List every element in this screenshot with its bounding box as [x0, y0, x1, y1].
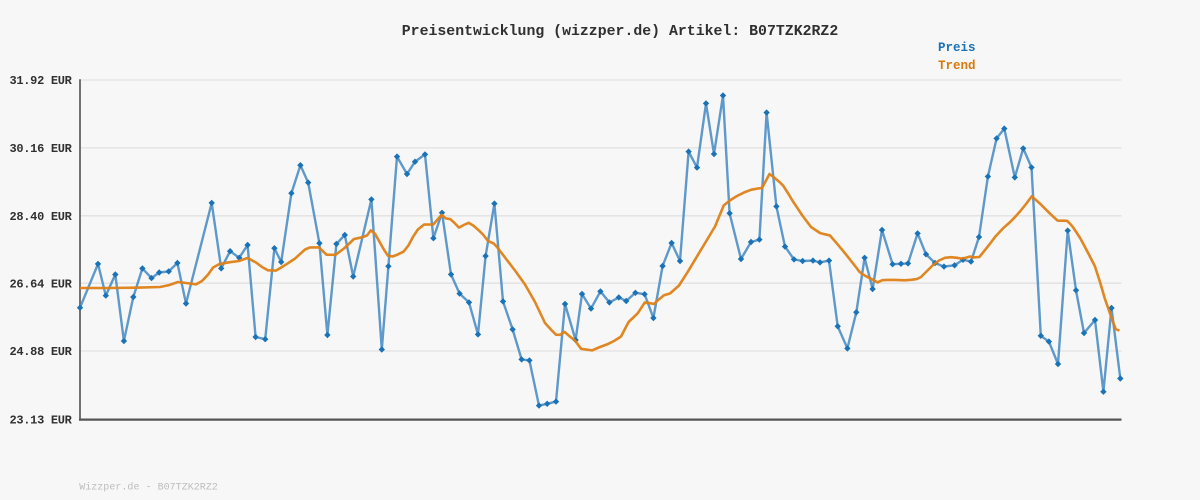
svg-text:Preis: Preis: [938, 41, 976, 55]
svg-text:30.16 EUR: 30.16 EUR: [9, 142, 72, 156]
svg-text:28.40 EUR: 28.40 EUR: [9, 210, 72, 224]
svg-text:31.92 EUR: 31.92 EUR: [9, 74, 72, 88]
svg-text:Preisentwicklung (wizzper.de): Preisentwicklung (wizzper.de) Artikel: B…: [402, 24, 839, 40]
svg-text:26.64 EUR: 26.64 EUR: [9, 277, 72, 291]
svg-text:23.13 EUR: 23.13 EUR: [9, 414, 72, 428]
svg-text:Trend: Trend: [938, 59, 976, 73]
svg-text:24.88 EUR: 24.88 EUR: [9, 345, 72, 359]
svg-text:Wizzper.de - B07TZK2RZ2: Wizzper.de - B07TZK2RZ2: [79, 481, 218, 493]
